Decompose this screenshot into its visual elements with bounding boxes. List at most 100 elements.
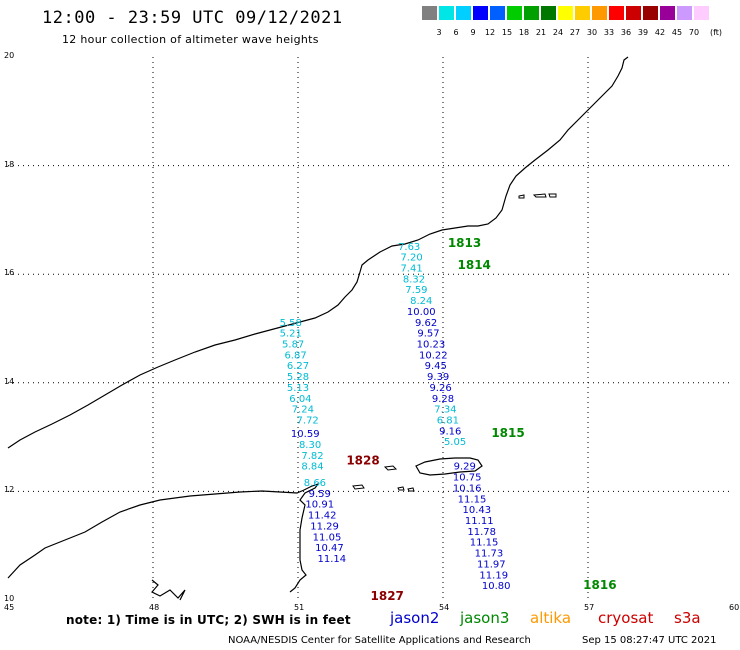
wave-height-value: 10.59 xyxy=(291,429,320,440)
wave-height-value: 8.32 xyxy=(403,274,425,285)
wave-height-value: 10.16 xyxy=(453,483,482,494)
legend-swatch xyxy=(439,6,454,20)
islet-7 xyxy=(548,193,557,198)
wave-height-value: 9.45 xyxy=(425,361,447,372)
islet-5 xyxy=(518,194,525,199)
legend-label: 24 xyxy=(552,28,564,37)
wave-height-value: 9.16 xyxy=(439,426,461,437)
wave-height-value: 11.29 xyxy=(310,521,339,532)
lat-tick-label: 18 xyxy=(4,159,15,169)
wave-height-value: 9.39 xyxy=(427,372,449,383)
wave-height-value: 11.73 xyxy=(475,549,504,560)
wave-height-value: 10.75 xyxy=(453,473,482,484)
pass-time-label: 1815 xyxy=(491,426,524,440)
wave-height-value: 9.59 xyxy=(309,489,331,500)
wave-height-value: 10.00 xyxy=(407,307,436,318)
wave-height-value: 6.04 xyxy=(289,394,311,405)
legend-swatch xyxy=(694,6,709,20)
legend-swatch xyxy=(541,6,556,20)
legend-label: 15 xyxy=(501,28,513,37)
wave-height-value: 6.87 xyxy=(284,350,306,361)
legend-label: 6 xyxy=(453,28,459,37)
islet-4 xyxy=(407,487,415,492)
legend-swatch xyxy=(473,6,488,20)
wave-height-value: 9.62 xyxy=(415,318,437,329)
satellite-legend-altika: altika xyxy=(530,609,572,627)
wave-height-value: 11.11 xyxy=(465,516,494,527)
legend-swatch xyxy=(677,6,692,20)
pass-time-label: 1827 xyxy=(371,589,404,603)
lat-tick-label: 20 xyxy=(4,51,15,60)
legend-label: 70 xyxy=(688,28,700,37)
lat-tick-label: 16 xyxy=(4,268,15,278)
wave-height-value: 5.05 xyxy=(444,437,466,448)
legend-swatch xyxy=(660,6,675,20)
legend-swatch xyxy=(524,6,539,20)
wave-height-value: 10.43 xyxy=(463,505,492,516)
legend-swatch xyxy=(422,6,437,20)
islet-6 xyxy=(532,193,547,198)
pass-time-labels: 1813 1814 1815 1816 1828 1827 xyxy=(346,236,616,603)
legend-label: 42 xyxy=(654,28,666,37)
legend-swatch xyxy=(456,6,471,20)
legend-swatch xyxy=(558,6,573,20)
wave-height-value: 9.57 xyxy=(417,329,439,340)
wave-height-value: 7.20 xyxy=(400,253,422,264)
legend-unit: (ft) xyxy=(709,28,723,37)
satellite-legend-s3a: s3a xyxy=(674,609,701,627)
wave-height-value: 5.87 xyxy=(282,340,304,351)
islet-3 xyxy=(397,486,405,491)
legend-label: 33 xyxy=(603,28,615,37)
legend-label: 21 xyxy=(535,28,547,37)
wave-height-value: 11.97 xyxy=(477,559,506,570)
legend-swatch xyxy=(626,6,641,20)
wave-height-value: 11.78 xyxy=(467,527,496,538)
legend-swatch xyxy=(575,6,590,20)
lat-tick-label: 14 xyxy=(4,376,15,386)
wave-height-value: 11.15 xyxy=(458,494,487,505)
map-title: 12:00 - 23:59 UTC 09/12/2021 xyxy=(42,8,343,28)
footer-note: note: 1) Time is in UTC; 2) SWH is in fe… xyxy=(66,613,351,627)
wave-height-value: 8.84 xyxy=(301,462,323,473)
timestamp-text: Sep 15 08:27:47 UTC 2021 xyxy=(582,635,717,646)
wave-height-value: 8.30 xyxy=(299,440,321,451)
coastline-arabia xyxy=(7,482,320,593)
wave-height-value: 7.82 xyxy=(301,451,323,462)
lat-tick-label: 12 xyxy=(4,485,15,495)
legend-label: 12 xyxy=(484,28,496,37)
legend-label: 9 xyxy=(470,28,476,37)
legend-label: 3 xyxy=(436,28,442,37)
pass-time-label: 1814 xyxy=(458,258,491,272)
wave-height-value: 10.23 xyxy=(417,340,446,351)
wave-height-value: 10.91 xyxy=(305,500,334,511)
legend-label: 27 xyxy=(569,28,581,37)
map-subtitle: 12 hour collection of altimeter wave hei… xyxy=(62,33,319,46)
lat-lon-grid xyxy=(8,57,733,600)
wave-height-value: 8.24 xyxy=(410,296,432,307)
legend-label: 39 xyxy=(637,28,649,37)
islet-2 xyxy=(352,484,365,490)
wave-height-value: 5.13 xyxy=(287,383,309,394)
wave-height-value: 8.66 xyxy=(304,478,326,489)
wave-height-value: 7.24 xyxy=(292,405,314,416)
lon-tick-label: 48 xyxy=(149,603,160,612)
satellite-legend-jason3: jason3 xyxy=(460,609,510,627)
pass-time-label: 1816 xyxy=(583,578,616,592)
wave-height-value: 11.15 xyxy=(470,538,499,549)
wave-height-value: 7.72 xyxy=(297,416,319,427)
legend-swatch xyxy=(592,6,607,20)
wave-height-value: 5.21 xyxy=(280,329,302,340)
wave-height-value: 10.80 xyxy=(482,581,511,592)
lon-tick-label: 45 xyxy=(4,603,15,612)
lon-tick-label: 57 xyxy=(584,603,595,612)
wave-height-value: 5.28 xyxy=(287,372,309,383)
wave-height-value: 6.81 xyxy=(437,416,459,427)
wave-height-value: 7.34 xyxy=(434,405,456,416)
lon-tick-label: 60 xyxy=(729,603,740,612)
satellite-legend-jason2: jason2 xyxy=(390,609,440,627)
coastline-yemen-oman xyxy=(7,56,629,449)
wave-height-value: 11.19 xyxy=(479,570,508,581)
wave-height-labels: 7.637.207.418.327.598.2410.009.629.5710.… xyxy=(280,242,511,592)
wave-height-value: 6.27 xyxy=(287,361,309,372)
